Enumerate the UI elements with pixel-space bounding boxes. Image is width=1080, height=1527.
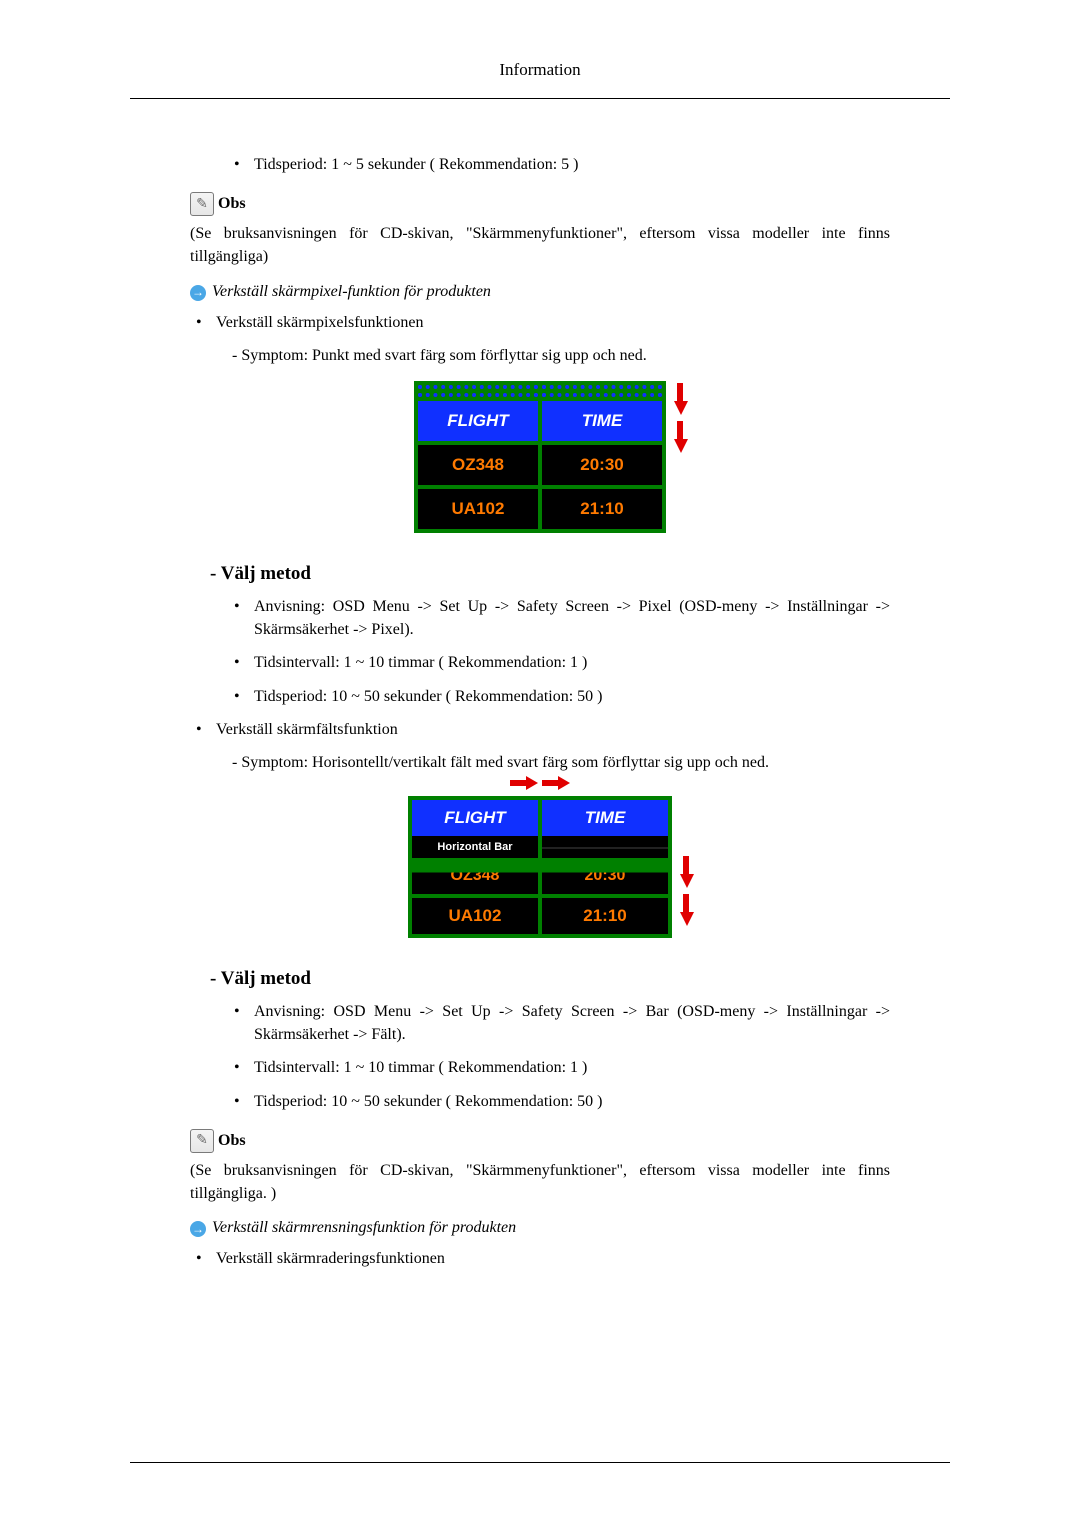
note-icon: ✎ xyxy=(190,1129,214,1153)
page-header: Information xyxy=(130,60,950,86)
note-paragraph: (Se bruksanvisningen för CD-skivan, "Skä… xyxy=(190,222,890,268)
figure-arrows-top xyxy=(510,776,570,790)
symptom-line: - Symptom: Punkt med svart färg som förf… xyxy=(232,344,890,367)
figure-arrows xyxy=(680,856,694,926)
symptom-line: - Symptom: Horisontellt/vertikalt fält m… xyxy=(232,751,890,774)
list-item: Tidsintervall: 1 ~ 10 timmar ( Rekommend… xyxy=(232,1056,890,1079)
note-paragraph: (Se bruksanvisningen för CD-skivan, "Skä… xyxy=(190,1159,890,1205)
horizontal-bar-label: Horizontal Bar xyxy=(412,836,538,858)
list-item: Verkställ skärmfältsfunktion xyxy=(194,718,890,741)
table-cell: OZ348 xyxy=(412,858,538,894)
figure-arrows xyxy=(674,383,688,453)
method-heading: - Välj metod xyxy=(210,563,890,585)
table-header: TIME xyxy=(542,800,668,836)
list-item: Tidsperiod: 10 ~ 50 sekunder ( Rekommend… xyxy=(232,685,890,708)
horizontal-bar xyxy=(542,836,668,858)
table-header: FLIGHT xyxy=(418,401,538,441)
table-cell: 21:10 xyxy=(542,489,662,529)
bar-figure: FLIGHT TIME Horizontal Bar OZ348 20:30 U… xyxy=(408,796,672,938)
arrow-right-icon: → xyxy=(190,1221,206,1237)
table-cell: 20:30 xyxy=(542,858,668,894)
pixel-figure: FLIGHT TIME OZ348 20:30 UA102 21:10 xyxy=(414,381,666,533)
list-item: Tidsperiod: 1 ~ 5 sekunder ( Rekommendat… xyxy=(232,153,890,176)
table-cell: UA102 xyxy=(418,489,538,529)
arrow-heading: Verkställ skärmpixel-funktion för produk… xyxy=(212,283,491,301)
table-header: FLIGHT xyxy=(412,800,538,836)
list-item: Tidsperiod: 10 ~ 50 sekunder ( Rekommend… xyxy=(232,1090,890,1113)
arrow-right-icon: → xyxy=(190,285,206,301)
table-cell: 20:30 xyxy=(542,445,662,485)
arrow-heading: Verkställ skärmrensningsfunktion för pro… xyxy=(212,1219,516,1237)
obs-label: Obs xyxy=(218,195,246,213)
table-cell: 21:10 xyxy=(542,898,668,934)
list-item: Verkställ skärmpixelsfunktionen xyxy=(194,311,890,334)
footer-rule xyxy=(130,1462,950,1463)
list-item: Anvisning: OSD Menu -> Set Up -> Safety … xyxy=(232,1000,890,1046)
table-cell: OZ348 xyxy=(418,445,538,485)
obs-label: Obs xyxy=(218,1132,246,1150)
table-cell: UA102 xyxy=(412,898,538,934)
note-icon: ✎ xyxy=(190,192,214,216)
table-header: TIME xyxy=(542,401,662,441)
list-item: Anvisning: OSD Menu -> Set Up -> Safety … xyxy=(232,595,890,641)
list-item: Verkställ skärmraderingsfunktionen xyxy=(194,1247,890,1270)
method-heading: - Välj metod xyxy=(210,968,890,990)
list-item: Tidsintervall: 1 ~ 10 timmar ( Rekommend… xyxy=(232,651,890,674)
